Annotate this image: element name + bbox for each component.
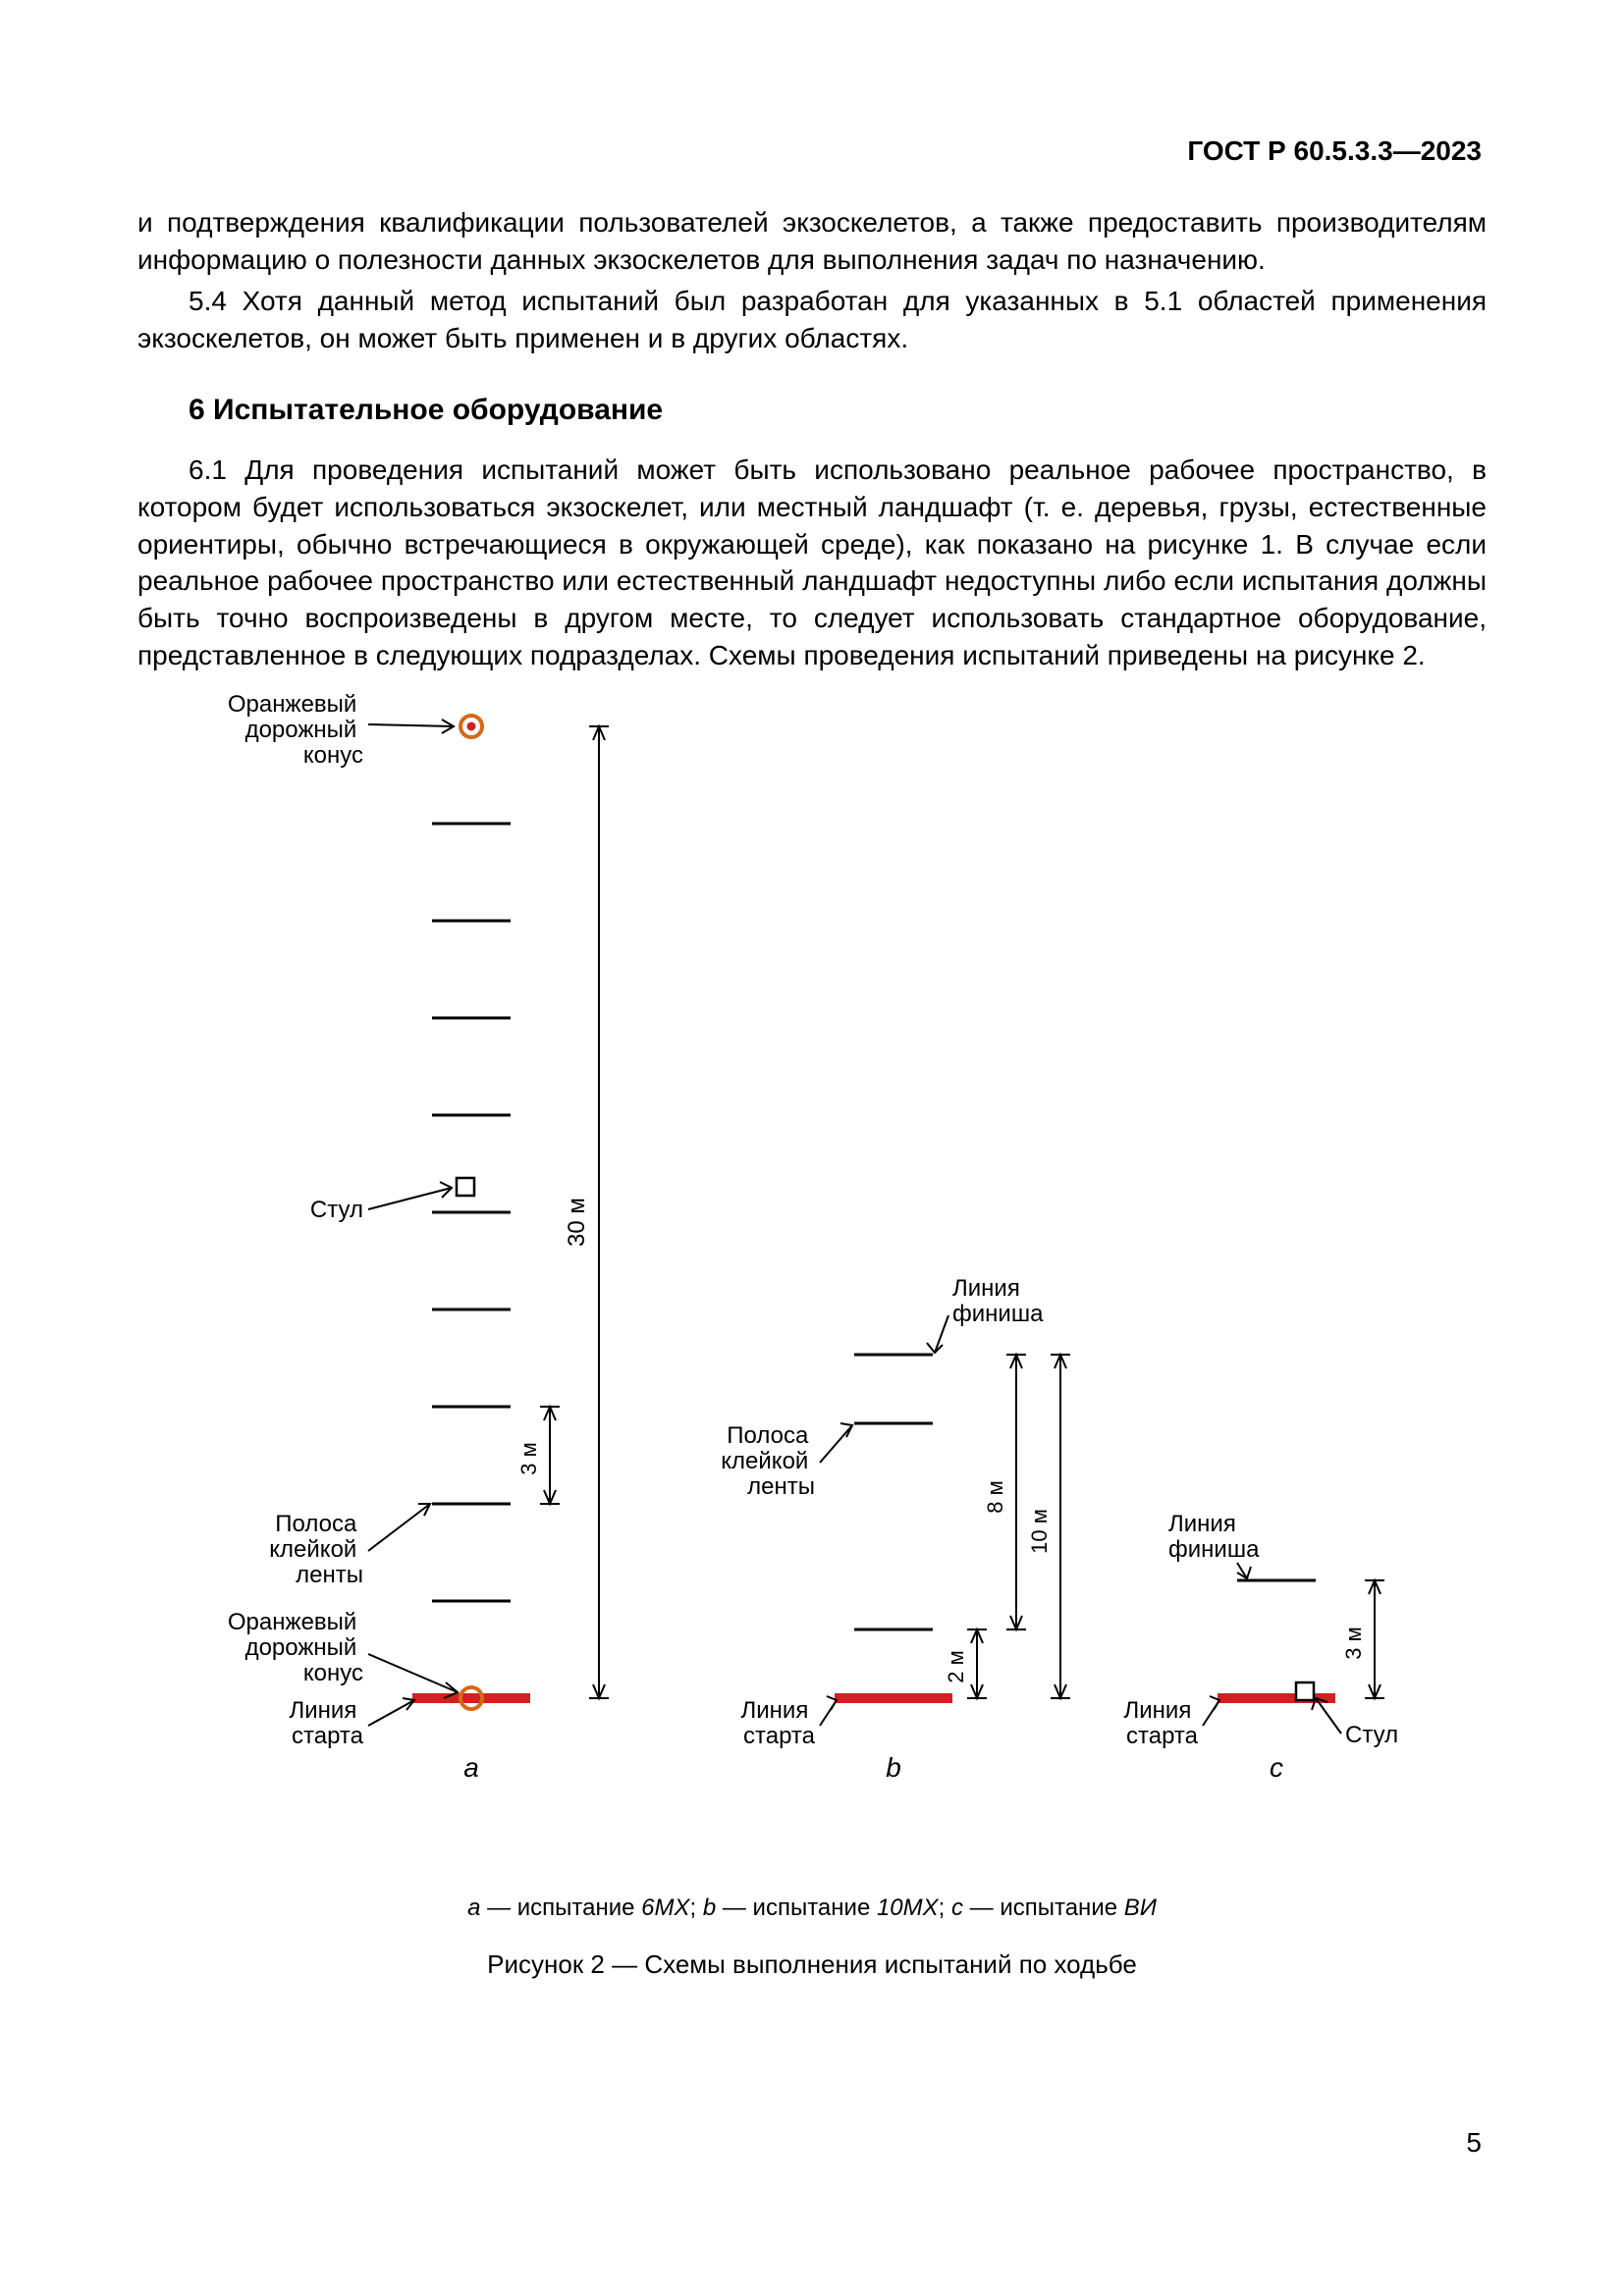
label-cone-bottom: Оранжевый дорожный конус — [228, 1609, 363, 1686]
figure-subcaption: a — испытание 6MX; b — испытание 10MX; c… — [137, 1895, 1487, 1922]
panel-c: 3 м Линия финиша Линия старта — [1124, 1511, 1399, 1783]
label-tape-a: Полоса клейкой ленты — [269, 1511, 363, 1588]
dim-10m: 10 м — [1027, 1509, 1052, 1554]
dim-2m: 2 м — [944, 1650, 968, 1682]
document-id: ГОСТ Р 60.5.3.3—2023 — [1187, 135, 1482, 167]
label-finish-c: Линия финиша — [1168, 1511, 1260, 1563]
section-6-heading: 6 Испытательное оборудование — [137, 391, 1487, 431]
panel-c-label: c — [1270, 1752, 1283, 1783]
label-chair-a: Стул — [310, 1197, 363, 1223]
label-cone-top: Оранжевый дорожный конус — [228, 691, 363, 769]
label-start-c: Линия старта — [1124, 1697, 1199, 1749]
dim-3m-a: 3 м — [516, 1442, 541, 1474]
figure-2: 30 м 3 м Оранжевый дорожный конус — [137, 667, 1487, 1845]
label-tape-b: Полоса клейкой ленты — [721, 1422, 815, 1500]
paragraph-5.3-cont: и подтверждения квалификации пользовател… — [137, 204, 1487, 279]
page-number: 5 — [1466, 2127, 1482, 2159]
dim-30m: 30 м — [564, 1198, 590, 1247]
panel-a-label: a — [463, 1752, 479, 1783]
paragraph-5.4: 5.4 Хотя данный метод испытаний был разр… — [137, 283, 1487, 357]
panel-b-label: b — [886, 1752, 901, 1783]
label-start-a: Линия старта — [290, 1697, 364, 1749]
panel-b: 2 м 8 м 10 м — [721, 1275, 1070, 1783]
paragraph-6.1: 6.1 Для проведения испытаний может быть … — [137, 452, 1487, 674]
label-chair-c: Стул — [1345, 1722, 1398, 1748]
panel-a: 30 м 3 м Оранжевый дорожный конус — [228, 691, 609, 1783]
figure-caption: Рисунок 2 — Схемы выполнения испытаний п… — [137, 1949, 1487, 1980]
dim-3m-c: 3 м — [1341, 1627, 1366, 1659]
label-finish-b: Линия финиша — [952, 1275, 1044, 1327]
label-start-b: Линия старта — [741, 1697, 816, 1749]
dim-8m: 8 м — [983, 1480, 1007, 1513]
